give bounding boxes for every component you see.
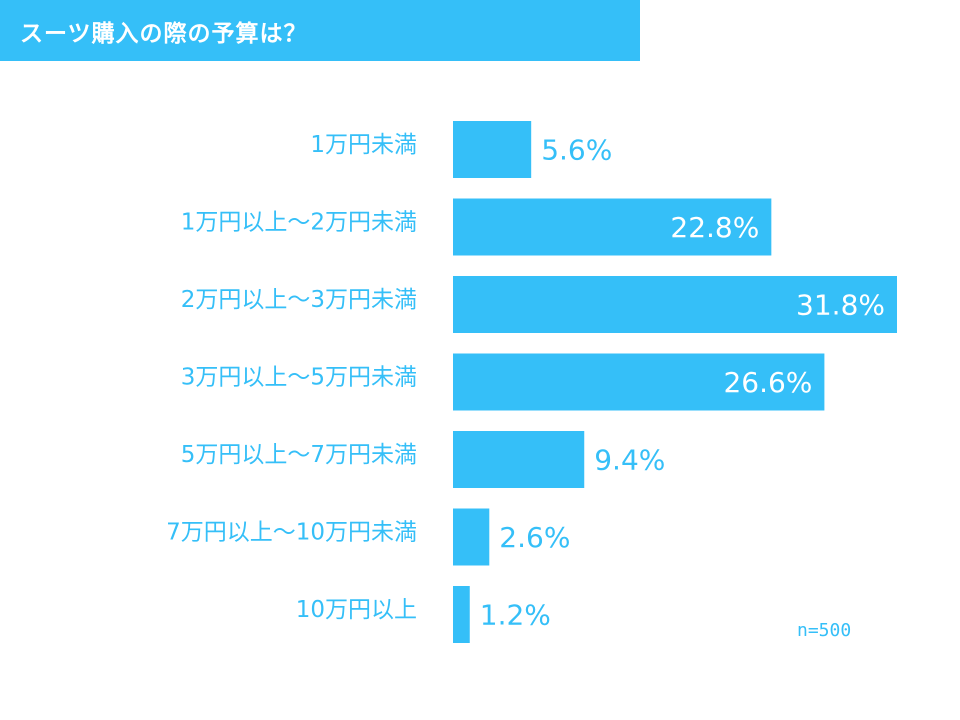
category-label: 2万円以上～3万円未満 bbox=[181, 287, 417, 313]
value-label: 26.6% bbox=[723, 366, 812, 399]
category-label: 1万円以上～2万円未満 bbox=[181, 210, 417, 236]
chart-title: スーツ購入の際の予算は？ bbox=[20, 21, 308, 47]
value-label: 9.4% bbox=[594, 444, 665, 477]
bar bbox=[453, 431, 585, 488]
category-label: 10万円以上 bbox=[296, 597, 417, 623]
value-label: 1.2% bbox=[480, 599, 551, 632]
bar bbox=[453, 121, 532, 178]
value-label: 22.8% bbox=[670, 211, 759, 244]
bar bbox=[453, 508, 490, 566]
bar bbox=[453, 276, 897, 333]
value-label: 31.8% bbox=[796, 289, 885, 322]
category-label: 7万円以上～10万円未満 bbox=[166, 520, 417, 546]
category-label: 5万円以上～7万円未満 bbox=[181, 442, 417, 468]
category-label: 3万円以上～5万円未満 bbox=[181, 365, 417, 391]
category-label: 1万円未満 bbox=[310, 132, 417, 158]
sample-size-note: n=500 bbox=[797, 620, 852, 641]
title-banner: スーツ購入の際の予算は？ bbox=[0, 0, 640, 61]
value-label: 5.6% bbox=[541, 134, 612, 167]
bar bbox=[453, 198, 772, 256]
value-label: 2.6% bbox=[499, 521, 570, 554]
bar bbox=[453, 586, 470, 643]
bar bbox=[453, 353, 825, 411]
